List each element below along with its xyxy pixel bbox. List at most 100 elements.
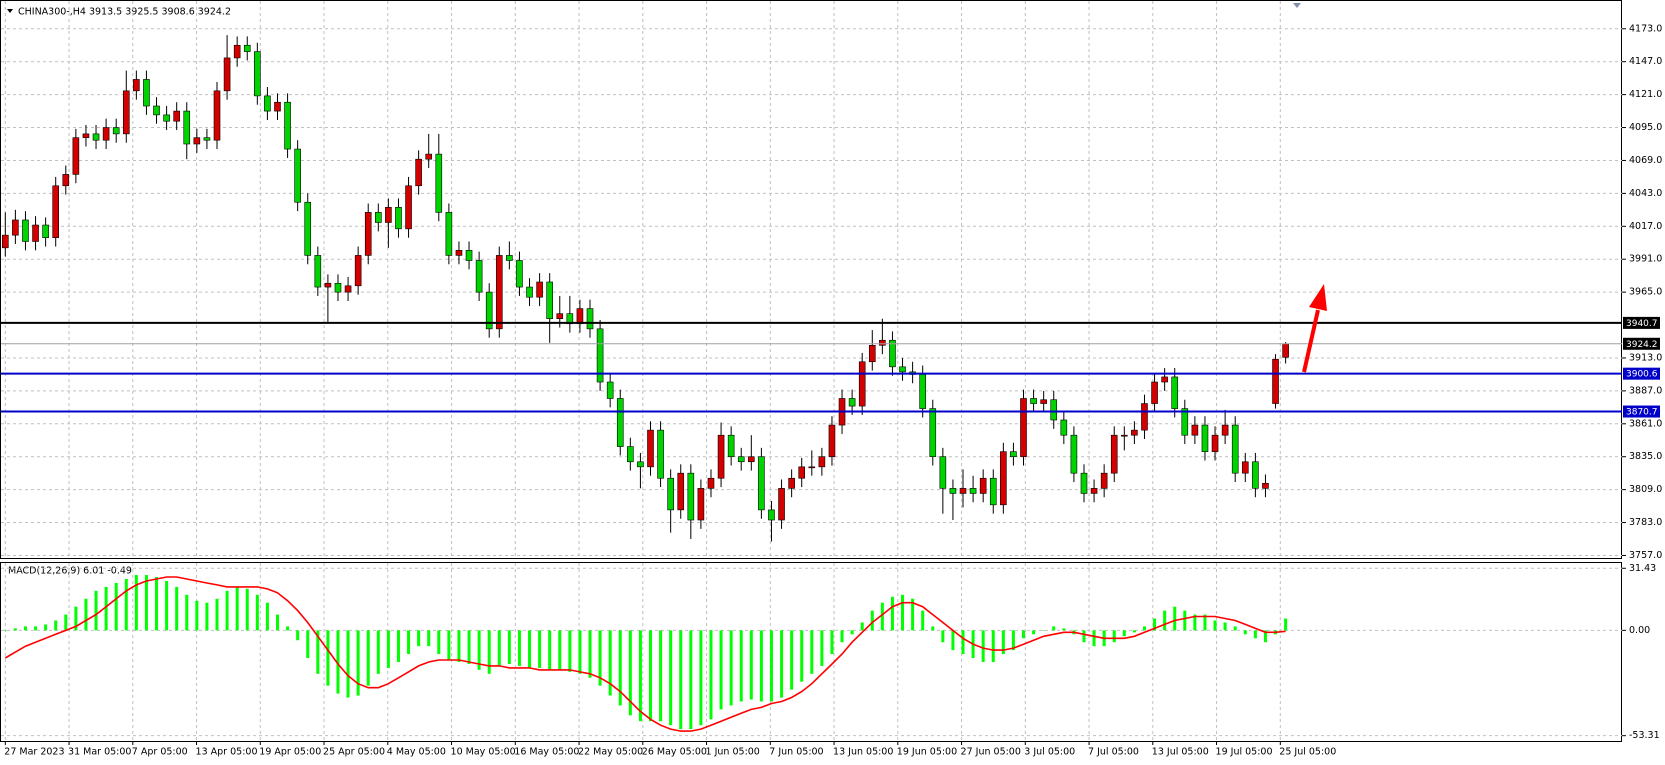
candle-body xyxy=(606,381,614,399)
candle-body xyxy=(32,224,39,242)
candle-body xyxy=(516,260,523,288)
candle-body xyxy=(939,456,947,489)
candle-body xyxy=(213,90,221,141)
candle-body xyxy=(879,339,886,346)
x-tick-label: 13 Apr 05:00 xyxy=(196,747,258,758)
candle-body xyxy=(183,110,191,145)
macd-bar xyxy=(386,630,390,668)
candle-body xyxy=(536,281,543,298)
macd-bar xyxy=(739,630,743,702)
menu-triangle[interactable] xyxy=(7,9,13,13)
candle-body xyxy=(233,44,241,59)
candle-body xyxy=(112,127,120,135)
candle-body xyxy=(868,345,876,363)
shift-marker xyxy=(1293,3,1301,8)
x-tick-label: 19 Apr 05:00 xyxy=(259,747,321,758)
macd-bar xyxy=(1112,630,1116,643)
price-tag-label: 3870.7 xyxy=(1626,408,1658,418)
x-tick-label: 4 May 05:00 xyxy=(387,747,446,758)
macd-bar xyxy=(648,630,652,722)
macd-bar xyxy=(84,598,88,631)
x-tick-label: 7 Apr 05:00 xyxy=(132,747,188,758)
candle-body xyxy=(808,466,816,469)
candle-body xyxy=(173,110,180,122)
macd-bar xyxy=(689,630,693,730)
price-tag-label: 3924.2 xyxy=(1626,340,1658,350)
y-tick-label: 3991.0 xyxy=(1629,254,1662,265)
candle-body xyxy=(1282,343,1289,358)
macd-bar xyxy=(447,630,451,661)
candle-body xyxy=(637,461,644,468)
price-tag xyxy=(1623,405,1660,418)
macd-bar xyxy=(1193,614,1197,631)
macd-bar xyxy=(1052,626,1056,631)
macd-bar xyxy=(185,594,189,631)
candle-body xyxy=(1040,399,1047,404)
arrow xyxy=(1302,284,1327,373)
candle-body xyxy=(1000,451,1007,506)
candle-body xyxy=(304,201,312,256)
candle-body xyxy=(959,488,967,494)
candle-body xyxy=(163,114,170,122)
candle-body xyxy=(485,291,493,330)
candle-body xyxy=(22,219,29,242)
macd-bar xyxy=(749,630,753,700)
y-tick-label: 4121.0 xyxy=(1629,89,1662,100)
x-tick-label: 27 Mar 2023 xyxy=(4,747,64,758)
macd-bar xyxy=(921,610,925,631)
macd-bar xyxy=(538,630,542,668)
x-tick-label: 31 Mar 05:00 xyxy=(68,747,131,758)
candle-body xyxy=(657,429,664,479)
candle-body xyxy=(264,95,271,112)
candle-body xyxy=(1110,434,1118,474)
macd-bar xyxy=(427,630,431,647)
candle-body xyxy=(82,133,90,138)
macd-bar xyxy=(780,630,784,698)
macd-bar xyxy=(558,630,562,670)
macd-bar xyxy=(769,630,773,702)
candle-body xyxy=(334,282,342,293)
macd-bar xyxy=(1011,630,1015,651)
x-tick-label: 1 Jun 05:00 xyxy=(706,747,760,758)
x-tick-label: 13 Jul 05:00 xyxy=(1152,747,1209,758)
macd-signal-line xyxy=(4,576,1286,732)
macd-bar xyxy=(568,630,572,672)
candle-body xyxy=(364,212,372,256)
price-tag-label: 3940.7 xyxy=(1626,319,1658,329)
macd-bar xyxy=(729,630,733,706)
candle-body xyxy=(294,148,301,203)
candle-body xyxy=(203,137,211,141)
candle-body xyxy=(193,137,201,145)
candle-body xyxy=(314,255,322,288)
macd-bar xyxy=(306,630,310,659)
candle-body xyxy=(1090,488,1098,494)
candle-body xyxy=(12,219,19,236)
candle-body xyxy=(42,224,49,238)
candle-body xyxy=(647,429,654,468)
macd-bar xyxy=(175,586,179,631)
candle-body xyxy=(697,488,705,521)
macd-bar xyxy=(245,588,249,631)
candle-body xyxy=(1161,376,1168,383)
candle-body xyxy=(1151,381,1158,404)
macd-bar xyxy=(1122,630,1126,637)
x-tick-label: 26 May 05:00 xyxy=(642,747,707,758)
candle-body xyxy=(899,366,906,373)
candle-body xyxy=(475,260,483,293)
candle-body xyxy=(354,255,362,287)
macd-bar xyxy=(517,630,521,666)
macd-bar xyxy=(1183,610,1187,631)
candle-body xyxy=(284,101,291,150)
y-tick-label: 31.43 xyxy=(1629,563,1656,574)
macd-bar xyxy=(195,600,199,631)
candle-body xyxy=(737,456,745,463)
candle-body xyxy=(949,488,957,494)
macd-bar xyxy=(356,630,360,696)
candle-body xyxy=(576,308,584,325)
candle-body xyxy=(828,424,836,458)
macd-bar xyxy=(578,630,582,674)
candle-body xyxy=(52,185,60,238)
macd-bar xyxy=(1223,622,1227,631)
macd-bar xyxy=(94,590,98,631)
